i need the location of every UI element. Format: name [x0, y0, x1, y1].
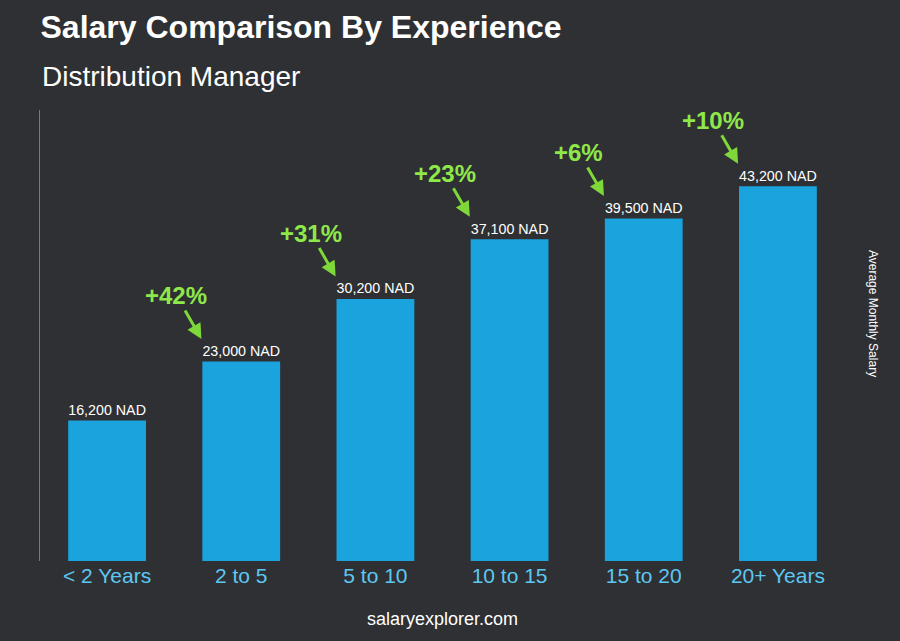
- svg-text:15 to 20: 15 to 20: [606, 564, 682, 587]
- svg-text:30,200 NAD: 30,200 NAD: [337, 280, 415, 296]
- svg-text:20+ Years: 20+ Years: [731, 564, 825, 587]
- svg-text:23,000 NAD: 23,000 NAD: [202, 343, 280, 359]
- svg-text:39,500 NAD: 39,500 NAD: [605, 200, 683, 216]
- svg-text:< 2 Years: < 2 Years: [63, 564, 151, 587]
- svg-text:16,200 NAD: 16,200 NAD: [68, 402, 146, 418]
- svg-text:Distribution Manager: Distribution Manager: [42, 61, 300, 92]
- svg-text:5 to 10: 5 to 10: [343, 564, 407, 587]
- svg-text:+31%: +31%: [280, 220, 342, 247]
- svg-text:43,200 NAD: 43,200 NAD: [739, 168, 817, 184]
- svg-text:salaryexplorer.com: salaryexplorer.com: [367, 609, 518, 629]
- svg-text:37,100 NAD: 37,100 NAD: [471, 221, 549, 237]
- svg-text:10 to 15: 10 to 15: [472, 564, 548, 587]
- svg-text:+6%: +6%: [554, 139, 603, 166]
- svg-text:+42%: +42%: [145, 282, 207, 309]
- svg-text:2 to 5: 2 to 5: [215, 564, 268, 587]
- svg-text:Salary Comparison By Experienc: Salary Comparison By Experience: [41, 9, 562, 45]
- svg-text:Average Monthly Salary: Average Monthly Salary: [866, 250, 880, 377]
- svg-text:+23%: +23%: [414, 160, 476, 187]
- svg-text:+10%: +10%: [682, 107, 744, 134]
